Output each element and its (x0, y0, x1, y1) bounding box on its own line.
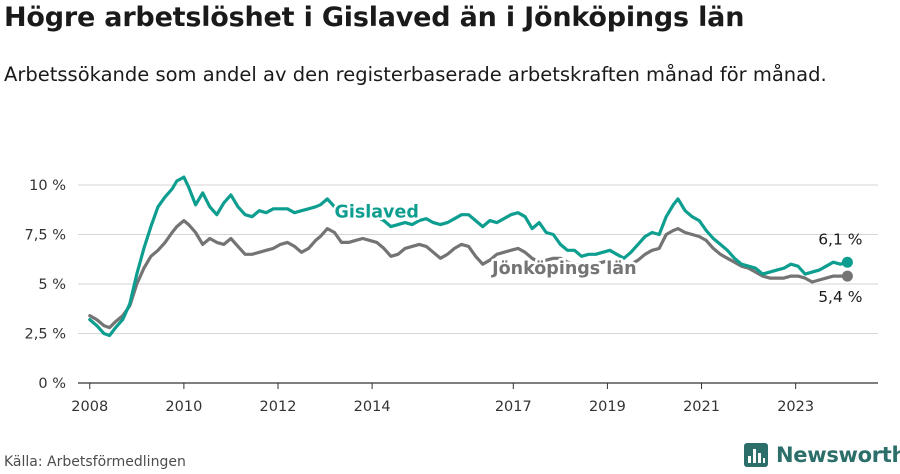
y-tick-label: 5 % (38, 277, 66, 293)
series-layer (88, 175, 853, 338)
x-tick-label: 2023 (777, 399, 814, 415)
label-layer: Gislaved Jönköpings län 6,1 % 5,4 % (332, 200, 863, 306)
x-tick-label: 2008 (71, 399, 108, 415)
series-line-jonkoping (88, 219, 849, 330)
series-line-gislaved (88, 175, 849, 338)
chart-title: Högre arbetslöshet i Gislaved än i Jönkö… (4, 2, 745, 33)
x-tick-label: 2019 (589, 399, 626, 415)
end-label-jonkoping: 5,4 % (818, 288, 862, 306)
y-tick-label: 7,5 % (25, 228, 66, 244)
y-tick-label: 10 % (29, 178, 66, 194)
axis-layer: 0 % 2,5 % 5 % 7,5 % 10 % 2008 2010 2012 2014 2017… (25, 178, 878, 415)
x-tick-label: 2014 (354, 399, 391, 415)
x-tick-label: 2010 (165, 399, 202, 415)
brand-name: Newsworthy (776, 443, 900, 467)
x-tick-label: 2021 (683, 399, 720, 415)
y-tick-label: 2,5 % (25, 327, 66, 343)
x-tick-label: 2012 (260, 399, 297, 415)
line-chart: 0 % 2,5 % 5 % 7,5 % 10 % 2008 2010 2012 2014 2017… (25, 175, 878, 415)
end-point-gislaved (841, 256, 853, 268)
grid-layer (78, 184, 878, 384)
y-tick-label: 0 % (38, 376, 66, 392)
chart-subtitle: Arbetssökande som andel av den registerb… (4, 63, 827, 86)
source-note: Källa: Arbetsförmedlingen (4, 454, 186, 470)
end-label-gislaved: 6,1 % (818, 230, 862, 248)
end-point-jonkoping (841, 270, 853, 282)
series-label-gislaved: Gislaved (334, 203, 418, 223)
bar-chart-icon (744, 443, 768, 467)
newsworthy-logo[interactable]: Newsworthy (744, 443, 900, 467)
series-label-jonkoping: Jönköpings län (491, 259, 636, 279)
x-tick-label: 2017 (495, 399, 532, 415)
